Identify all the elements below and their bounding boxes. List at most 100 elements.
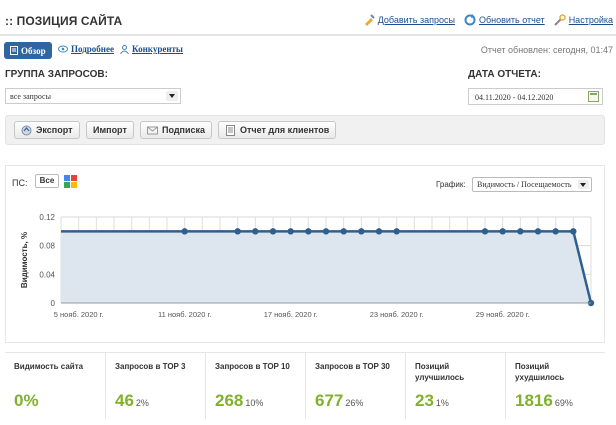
export-button[interactable]: Экспорт <box>14 121 80 139</box>
refresh-icon <box>464 14 476 26</box>
client-report-button[interactable]: Отчет для клиентов <box>218 121 337 139</box>
header-bar: :: ПОЗИЦИЯ САЙТА Добавить запросы Обнови… <box>0 0 616 36</box>
graph-label: График: <box>436 180 466 189</box>
data-point <box>181 228 188 235</box>
search-engines-icon[interactable] <box>64 175 77 188</box>
visibility-chart: 0 0.04 0.08 0.12 5 нояб. 2020 г. 11 нояб. 202… <box>20 213 595 319</box>
stat-worsened: Позиций ухудшилось 1816 69% <box>505 353 605 419</box>
data-point <box>570 228 577 235</box>
data-point <box>234 228 241 235</box>
x-tick-label: 17 нояб. 2020 г. <box>264 310 318 319</box>
stat-value: 268 <box>215 391 244 410</box>
subscribe-button[interactable]: Подписка <box>140 121 213 139</box>
refresh-report-label: Обновить отчет <box>478 15 545 25</box>
report-date-value: 04.11.2020 - 04.12.2020 <box>475 93 554 102</box>
stat-label: Видимость сайта <box>14 362 84 371</box>
y-tick-label: 0.12 <box>39 213 55 222</box>
data-point <box>252 228 259 235</box>
settings-link[interactable]: Настройка <box>553 14 613 26</box>
graph-type-select[interactable]: Видимость / Посещаемость <box>472 177 592 192</box>
toolbar: Экспорт Импорт Подписка Отчет для клиент… <box>5 115 605 145</box>
query-group-select[interactable]: все запросы <box>5 88 181 104</box>
stats-row: Видимость сайта 0% Запросов в TOP 3 46 2%… <box>5 352 605 419</box>
y-tick-label: 0.08 <box>39 242 55 251</box>
import-button[interactable]: Импорт <box>86 121 134 139</box>
report-date-label: ДАТА ОТЧЕТА: <box>468 69 541 80</box>
tabs: Обзор Подробнее Конкуренты Отчет обновле… <box>0 40 616 60</box>
tab-details[interactable]: Подробнее <box>58 44 114 54</box>
data-point <box>375 228 383 235</box>
stat-value: 0% <box>14 391 39 410</box>
stat-value: 677 <box>315 391 344 410</box>
data-point <box>305 228 312 235</box>
stat-label: Запросов в TOP 3 <box>115 362 186 371</box>
data-point <box>340 228 347 235</box>
chevron-down-icon <box>166 91 178 101</box>
stat-top30: Запросов в TOP 30 677 26% <box>305 353 405 419</box>
settings-icon <box>553 14 566 26</box>
data-point <box>534 228 542 235</box>
stat-percent: 10% <box>245 398 264 408</box>
data-point <box>269 228 277 235</box>
mail-icon <box>147 126 158 134</box>
x-tick-label: 5 нояб. 2020 г. <box>54 310 104 319</box>
stat-visibility: Видимость сайта 0% <box>5 353 105 419</box>
stat-improved: Позиций улучшилось 23 1% <box>405 353 505 419</box>
stat-percent: 2% <box>135 398 149 408</box>
query-group-label: ГРУППА ЗАПРОСОВ: <box>5 69 108 80</box>
client-report-label: Отчет для клиентов <box>240 125 330 135</box>
stat-percent: 1% <box>435 398 449 408</box>
document-icon <box>226 124 235 136</box>
stat-top10: Запросов в TOP 10 268 10% <box>205 353 305 419</box>
add-queries-label: Добавить запросы <box>377 15 455 25</box>
tab-overview[interactable]: Обзор <box>4 42 52 59</box>
stat-value: 1816 <box>515 391 553 410</box>
stat-label: Позиций ухудшилось <box>515 362 565 382</box>
stat-percent: 26% <box>345 398 364 408</box>
details-icon <box>58 45 68 53</box>
data-point <box>358 228 365 235</box>
header-links: Добавить запросы Обновить отчет Настройк… <box>363 14 613 26</box>
stat-label: Позиций улучшилось <box>415 362 465 382</box>
graph-type-value: Видимость / Посещаемость <box>477 180 572 189</box>
tab-competitors[interactable]: Конкуренты <box>120 44 183 54</box>
tab-details-label: Подробнее <box>71 44 114 54</box>
stat-value: 23 <box>415 391 434 410</box>
data-point <box>287 228 294 235</box>
data-point <box>552 228 559 235</box>
competitors-icon <box>120 44 129 54</box>
add-queries-link[interactable]: Добавить запросы <box>363 14 455 26</box>
y-tick-label: 0 <box>51 299 56 308</box>
data-point <box>393 228 400 235</box>
page-title: :: ПОЗИЦИЯ САЙТА <box>5 14 123 28</box>
import-label: Импорт <box>93 125 127 135</box>
chevron-down-icon <box>578 180 589 189</box>
refresh-report-link[interactable]: Обновить отчет <box>464 14 545 26</box>
y-axis-label: Видимость, % <box>20 232 29 288</box>
ps-select[interactable]: Все <box>35 174 59 188</box>
data-point <box>499 228 506 235</box>
x-tick-label: 23 нояб. 2020 г. <box>370 310 424 319</box>
x-tick-label: 29 нояб. 2020 г. <box>476 310 530 319</box>
calendar-icon[interactable] <box>588 91 599 102</box>
stat-label: Запросов в TOP 10 <box>215 362 290 371</box>
stat-top3: Запросов в TOP 3 46 2% <box>105 353 205 419</box>
data-point <box>517 228 524 235</box>
report-updated-status: Отчет обновлен: сегодня, 01:47 <box>480 45 613 55</box>
y-tick-label: 0.04 <box>39 270 55 279</box>
tab-overview-label: Обзор <box>21 45 46 56</box>
stat-value: 46 <box>115 391 134 410</box>
tab-competitors-label: Конкуренты <box>132 44 183 54</box>
series-area <box>61 231 591 303</box>
stat-label: Запросов в TOP 30 <box>315 362 390 371</box>
stat-percent: 69% <box>554 398 573 408</box>
data-point <box>322 228 330 235</box>
overview-icon <box>10 46 18 55</box>
add-queries-icon <box>364 14 375 26</box>
x-tick-label: 11 нояб. 2020 г. <box>158 310 211 319</box>
ps-label: ПС: <box>12 178 28 188</box>
export-label: Экспорт <box>36 125 73 135</box>
query-group-value: все запросы <box>10 92 51 101</box>
export-icon <box>21 125 32 135</box>
report-date-input[interactable]: 04.11.2020 - 04.12.2020 <box>468 88 603 105</box>
